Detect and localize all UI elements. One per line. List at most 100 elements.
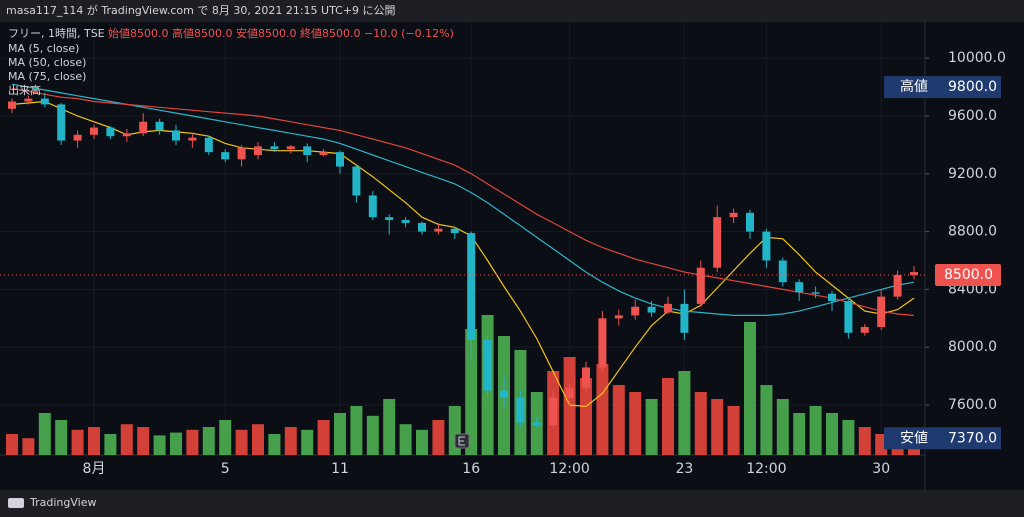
volume-bar xyxy=(202,427,215,455)
x-tick-label: 5 xyxy=(221,461,230,477)
candle-body xyxy=(778,260,787,283)
candle-body xyxy=(598,318,607,368)
volume-bar xyxy=(760,385,773,455)
candle-body xyxy=(368,195,377,218)
candle-body xyxy=(57,104,66,141)
marker-name: 安値 xyxy=(900,430,928,446)
volume-bar xyxy=(104,434,117,455)
candle-body xyxy=(664,303,672,313)
header: masa117_114 が TradingView.com で 8月 30, 2… xyxy=(6,3,396,17)
candle-body xyxy=(844,300,853,333)
volume-bar xyxy=(744,322,756,455)
volume-bar xyxy=(809,406,822,455)
candle-body xyxy=(860,326,869,333)
volume-bar xyxy=(432,420,445,455)
footer-bar xyxy=(0,490,1024,517)
volume-bar xyxy=(694,392,707,455)
volume-bar xyxy=(711,399,724,455)
ma-line xyxy=(11,83,915,316)
y-tick-label: 10000.0 xyxy=(948,50,1006,66)
volume-bar xyxy=(678,371,691,455)
candle-body xyxy=(532,422,541,426)
last-price-box xyxy=(935,263,1001,286)
candle-body xyxy=(516,397,525,423)
volume-bar xyxy=(6,434,18,455)
candle-body xyxy=(631,306,640,316)
candle-body xyxy=(401,220,410,223)
candle-body xyxy=(483,339,492,391)
volume-bar xyxy=(137,427,150,455)
candle-body xyxy=(188,137,197,141)
candle-body xyxy=(877,296,886,327)
volume-bar xyxy=(366,415,379,455)
ma-line xyxy=(11,100,915,408)
volume-bar xyxy=(465,329,478,455)
legend-entry: 出来高 xyxy=(8,83,41,97)
candle-body xyxy=(172,130,180,141)
x-tick-label: 16 xyxy=(462,461,480,477)
volume-bar xyxy=(399,424,412,455)
volume-bar xyxy=(793,413,806,455)
candle-body xyxy=(8,101,16,109)
volume-bar xyxy=(645,399,658,455)
volume-bar xyxy=(22,438,35,455)
candle-body xyxy=(155,121,164,131)
legend-entry: MA (5, close) xyxy=(8,42,79,55)
candle-body xyxy=(303,146,312,156)
x-tick-label: 11 xyxy=(331,461,349,477)
volume-bar xyxy=(334,413,346,455)
candle-body xyxy=(434,228,443,232)
volume-bar xyxy=(858,427,871,455)
candle-body xyxy=(893,274,902,297)
symbol-info: フリー, 1時間, TSE xyxy=(8,27,105,40)
candle-body xyxy=(122,133,131,137)
y-tick-label: 8000.0 xyxy=(948,339,997,355)
e-icon xyxy=(454,433,470,449)
footer: TradingView xyxy=(29,496,96,509)
plot xyxy=(0,22,925,455)
candle-body xyxy=(336,152,344,167)
y-tick-label: 9600.0 xyxy=(948,108,997,124)
candle-body xyxy=(910,272,918,275)
candle-body xyxy=(614,315,623,319)
candle-body xyxy=(237,147,246,160)
ma-line xyxy=(11,87,915,316)
volume-bar xyxy=(317,420,330,455)
x-tick-label: 8月 xyxy=(83,461,106,477)
candle-body xyxy=(729,212,738,218)
candle-body xyxy=(73,134,82,141)
volume-bar xyxy=(826,413,838,455)
marker-label: 7370.0 xyxy=(948,430,997,446)
legend-entry: MA (50, close) xyxy=(8,56,86,69)
legend: フリー, 1時間, TSE 始値8500.0 高値8500.0 安値8500.0… xyxy=(8,26,454,97)
volume-bar xyxy=(727,406,740,455)
candle-body xyxy=(828,293,836,301)
volume-bar xyxy=(563,357,576,455)
candle-body xyxy=(254,146,262,156)
volume-bar xyxy=(842,420,855,455)
volume-bar xyxy=(153,435,166,455)
volume-bar xyxy=(186,429,199,455)
candle-body xyxy=(319,152,328,156)
marker-box xyxy=(944,427,1001,450)
candle-body xyxy=(549,397,558,426)
candle-body xyxy=(385,217,394,221)
volume-bar xyxy=(38,413,51,455)
volume-bar xyxy=(170,432,182,455)
marker-label: 9800.0 xyxy=(948,79,997,95)
logo-icon xyxy=(8,498,24,508)
candle-body xyxy=(106,127,115,137)
candle-body xyxy=(221,152,230,160)
candle-body xyxy=(713,217,722,268)
candle-body xyxy=(467,233,476,340)
candle-body xyxy=(418,222,426,232)
ohlc-info: 始値8500.0 高値8500.0 安値8500.0 終値8500.0 −10.… xyxy=(108,26,454,40)
volume-bar xyxy=(268,434,281,455)
volume-bar xyxy=(284,427,297,455)
marker-box xyxy=(944,76,1001,99)
candle-body xyxy=(647,306,656,313)
volume-bar xyxy=(55,420,68,455)
candle-body xyxy=(450,228,459,234)
x-tick-label: 23 xyxy=(675,461,693,477)
x-tick-label: 12:00 xyxy=(549,461,589,477)
